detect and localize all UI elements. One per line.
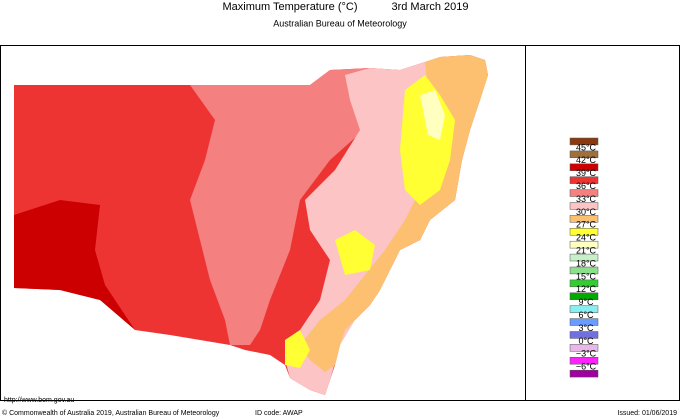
region-dark-red bbox=[14, 200, 135, 330]
copyright: © Commonwealth of Australia 2019, Austra… bbox=[2, 409, 220, 417]
legend-label: 0°C bbox=[578, 336, 594, 346]
title: Maximum Temperature (°C) bbox=[222, 1, 357, 13]
legend-label: 30°C bbox=[576, 207, 597, 217]
legend-swatch bbox=[569, 331, 599, 339]
legend-label: 27°C bbox=[576, 220, 597, 230]
legend-label: 33°C bbox=[576, 194, 597, 204]
legend-label: 15°C bbox=[576, 271, 597, 281]
legend-swatch bbox=[569, 266, 599, 275]
legend-label: 9°C bbox=[578, 297, 594, 307]
region-yellow-2 bbox=[335, 230, 375, 275]
date: 3rd March 2019 bbox=[391, 1, 468, 13]
legend-swatch bbox=[569, 279, 599, 288]
legend: 45°C 42°C 39°C 36°C 33°C 30°C 27°C 24°C 21°C 18°C… bbox=[569, 137, 599, 378]
url: http://www.bom.gov.au bbox=[4, 397, 74, 404]
legend-label: 42°C bbox=[576, 155, 597, 165]
legend-swatch bbox=[569, 318, 599, 326]
legend-swatch bbox=[569, 253, 599, 262]
legend-swatch bbox=[569, 292, 599, 300]
legend-label: −6°C bbox=[576, 362, 597, 372]
legend-label: 12°C bbox=[576, 284, 597, 294]
legend-swatch bbox=[569, 150, 599, 159]
legend-label: 6°C bbox=[578, 310, 594, 320]
legend-swatch bbox=[569, 189, 599, 197]
legend-label: 3°C bbox=[578, 323, 594, 333]
legend-swatch bbox=[569, 202, 599, 210]
legend-label: 24°C bbox=[576, 233, 597, 243]
legend-swatch bbox=[569, 357, 599, 365]
region-pale-yellow bbox=[420, 90, 445, 140]
legend-frame bbox=[525, 45, 680, 401]
legend-label: 36°C bbox=[576, 181, 597, 191]
legend-label: −3°C bbox=[576, 349, 597, 359]
id-code: ID code: AWAP bbox=[255, 410, 303, 417]
legend-swatch bbox=[569, 344, 599, 352]
region-pink bbox=[190, 68, 375, 345]
legend-swatch bbox=[569, 137, 599, 146]
legend-swatch bbox=[569, 215, 599, 223]
legend-swatch bbox=[569, 163, 599, 171]
map bbox=[14, 55, 488, 395]
legend-swatch bbox=[569, 228, 599, 236]
legend-label: 45°C bbox=[576, 142, 597, 152]
legend-label: 39°C bbox=[576, 168, 597, 178]
subtitle: Australian Bureau of Meteorology bbox=[273, 18, 407, 28]
legend-swatch bbox=[569, 305, 599, 313]
legend-swatch bbox=[569, 369, 599, 378]
legend-swatch bbox=[569, 176, 599, 184]
legend-label: 21°C bbox=[576, 245, 597, 255]
legend-label: 18°C bbox=[576, 258, 597, 268]
issued: Issued: 01/06/2019 bbox=[617, 410, 677, 417]
legend-swatch bbox=[569, 240, 599, 249]
region-yellow-3 bbox=[285, 330, 310, 368]
